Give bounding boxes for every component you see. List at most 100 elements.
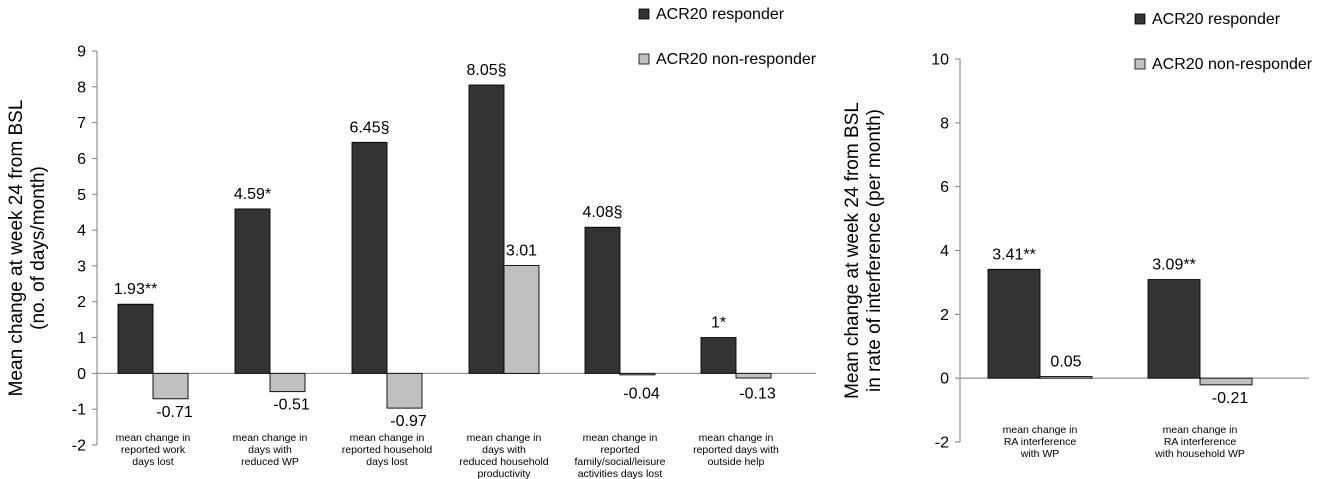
legend-label-nonresponder: ACR20 non-responder — [656, 51, 817, 68]
bar-responder — [987, 268, 1041, 379]
x-category-label-line: mean change in — [350, 432, 425, 444]
bar-responder — [234, 208, 271, 374]
y-tick-label: 5 — [77, 187, 86, 204]
bar-nonresponder — [269, 372, 306, 393]
x-category-label: mean change in reported days with outside … — [693, 432, 779, 468]
x-category-label-line: reported household — [342, 444, 433, 456]
y-tick-label: -2 — [935, 435, 949, 452]
y-tick-label: -1 — [72, 402, 86, 419]
x-category-label: mean change in RA interference with househ… — [1154, 424, 1245, 460]
data-label-responder: 3.09** — [1152, 257, 1196, 274]
x-category-label-line: mean change in — [467, 432, 542, 444]
y-tick-label: 6 — [940, 179, 949, 196]
x-category-label-line: with household WP — [1154, 448, 1245, 460]
y-axis-label-line: Mean change at week 24 from BSL — [6, 100, 27, 397]
bar-responder — [468, 84, 505, 374]
data-label-nonresponder: -0.97 — [390, 413, 427, 430]
y-tick-label: 8 — [77, 79, 86, 96]
data-label-nonresponder: 0.05 — [1050, 354, 1081, 371]
data-label-responder: 3.41** — [992, 246, 1036, 263]
y-tick-label: 0 — [77, 366, 86, 383]
legend-label-nonresponder: ACR20 non-responder — [1152, 56, 1313, 73]
y-tick-label: 4 — [77, 223, 86, 240]
y-axis-label-line: Mean change at week 24 from BSL — [842, 102, 863, 399]
x-category-label: mean change in RA interference with WP — [1003, 424, 1078, 460]
y-tick-label: 4 — [940, 243, 949, 260]
y-tick-label: 3 — [77, 258, 86, 275]
bar-nonresponder — [152, 372, 189, 400]
x-category-label-line: mean change in — [583, 432, 658, 444]
legend-swatch-nonresponder — [1134, 58, 1146, 70]
data-label-responder: 4.59* — [234, 186, 271, 203]
data-label-responder: 1* — [711, 315, 726, 332]
legend-left: ACR20 responder ACR20 non-responder — [638, 6, 817, 68]
x-category-label: mean change in days with reduced WP — [233, 432, 308, 468]
y-axis-label: Mean change at week 24 from BSLin rate o… — [842, 102, 885, 399]
legend-label-responder: ACR20 responder — [656, 6, 785, 23]
data-label-responder: 6.45§ — [349, 119, 389, 136]
chart-days: -2 -1 0 1 2 3 4 5 6 7 8 9 Mean change at week 24 fro… — [6, 44, 816, 479]
bar-responder — [1147, 279, 1201, 379]
data-label-nonresponder: -0.21 — [1212, 390, 1249, 407]
legend-swatch-responder — [1134, 13, 1146, 25]
x-category-label: mean change in reported work days lost — [116, 432, 191, 468]
x-category-label: mean change in reported family/social/leis… — [574, 432, 665, 479]
x-category-label-line: mean change in — [1163, 424, 1238, 436]
y-tick-label: 10 — [931, 52, 949, 69]
x-category-label-line: mean change in — [116, 432, 191, 444]
bar-nonresponder — [386, 372, 423, 409]
data-label-responder: 4.08§ — [582, 204, 622, 221]
x-category-label-line: days lost — [366, 456, 408, 468]
x-category-label-line: days with — [248, 444, 292, 456]
x-category-label-line: mean change in — [233, 432, 308, 444]
bar-responder — [351, 141, 388, 374]
x-category-label-line: reduced WP — [241, 456, 299, 468]
y-axis-label-line: (no. of days/month) — [28, 166, 49, 330]
bar-responder — [117, 303, 154, 374]
bar-nonresponder — [1199, 377, 1253, 386]
x-category-label-line: days with — [482, 444, 526, 456]
legend-label-responder: ACR20 responder — [1152, 11, 1281, 28]
bar-nonresponder — [735, 372, 772, 379]
bar-responder — [700, 337, 737, 374]
y-axis-label-line: in rate of interference (per month) — [864, 109, 885, 392]
x-category-label: mean change in days with reduced household… — [459, 432, 548, 479]
x-category-label-line: mean change in — [1003, 424, 1078, 436]
y-tick-label: 2 — [77, 294, 86, 311]
legend-right: ACR20 responder ACR20 non-responder — [1134, 11, 1313, 73]
x-category-label-line: reported work — [121, 444, 186, 456]
x-category-label-line: reduced household — [459, 456, 548, 468]
x-category-label-line: RA interference — [1004, 436, 1077, 448]
bar-nonresponder — [1039, 376, 1093, 379]
legend-swatch-responder — [638, 8, 650, 20]
bar-nonresponder — [619, 372, 656, 376]
x-category-label-line: reported — [600, 444, 639, 456]
y-tick-label: -2 — [72, 438, 86, 455]
x-category-label-line: reported days with — [693, 444, 779, 456]
x-category-label-line: with WP — [1020, 448, 1060, 460]
data-label-nonresponder: -0.71 — [156, 404, 193, 421]
x-category-label-line: days lost — [132, 456, 174, 468]
bar-nonresponder — [503, 265, 540, 374]
bar-responder — [584, 226, 621, 374]
y-axis-label: Mean change at week 24 from BSL(no. of d… — [6, 100, 49, 397]
y-tick-label: 1 — [77, 330, 86, 347]
data-label-nonresponder: -0.04 — [623, 385, 660, 402]
x-category-label-line: family/social/leisure — [574, 456, 665, 468]
y-tick-label: 0 — [940, 371, 949, 388]
y-tick-label: 2 — [940, 307, 949, 324]
y-tick-label: 9 — [77, 44, 86, 61]
x-category-label-line: RA interference — [1164, 436, 1237, 448]
x-category-label-line: activities days lost — [578, 468, 663, 479]
x-category-label-line: mean change in — [699, 432, 774, 444]
x-category-label-line: productivity — [477, 468, 531, 479]
x-category-label: mean change in reported household days los… — [342, 432, 433, 468]
data-label-nonresponder: -0.51 — [273, 397, 310, 414]
chart-interference: -2 0 2 4 6 8 10 Mean change at week 24 from BSL… — [842, 52, 1309, 460]
data-label-responder: 8.05§ — [466, 62, 506, 79]
x-category-label-line: outside help — [708, 456, 765, 468]
data-label-nonresponder: -0.13 — [739, 385, 776, 402]
y-tick-label: 8 — [940, 115, 949, 132]
data-label-responder: 1.93** — [114, 281, 158, 298]
